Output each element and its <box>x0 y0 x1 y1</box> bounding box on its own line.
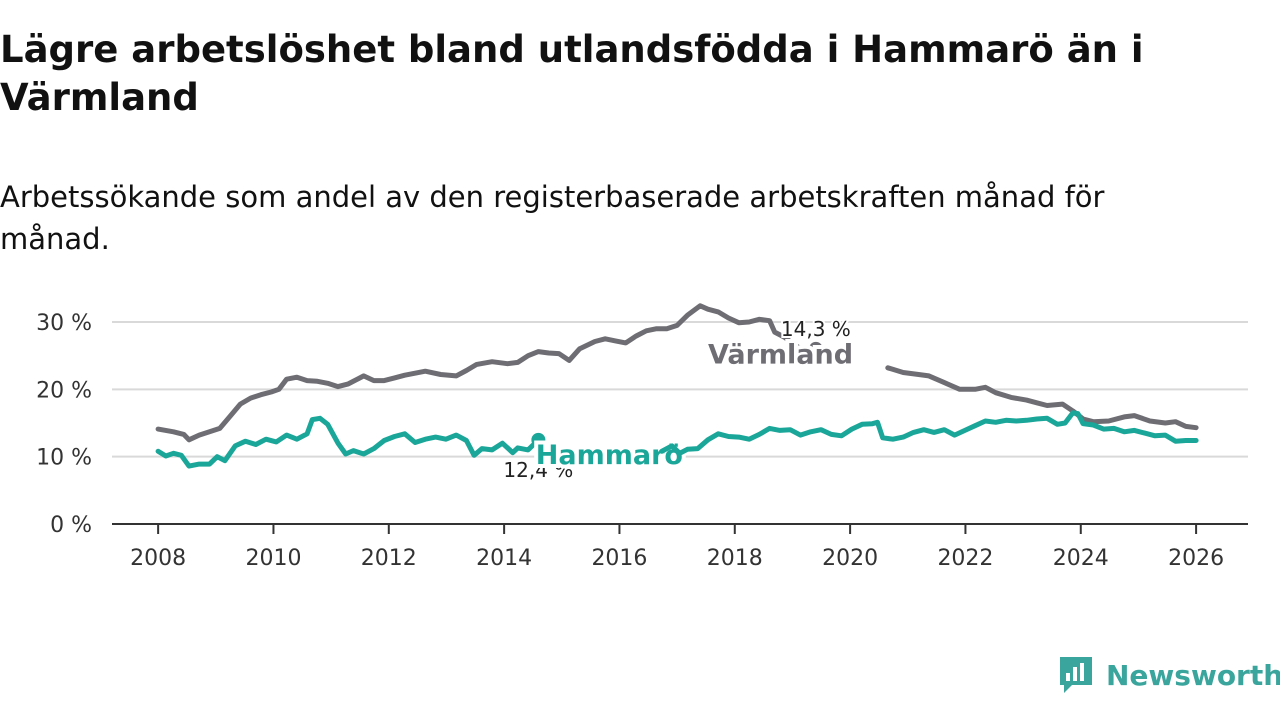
brand-logo: Newsworthy <box>1058 654 1280 696</box>
series-name-label: Hammarö <box>536 440 683 471</box>
end-point-marker <box>808 341 823 356</box>
end-point-marker <box>531 432 546 447</box>
x-tick-label: 2022 <box>937 546 993 571</box>
line-chart: 0 % 10 % 20 % 30 % 2008 2010 2012 2014 2016 2018 2… <box>36 303 1248 571</box>
series-line-vrmland-1 <box>885 365 1199 431</box>
end-value-label: 14,3 % <box>781 317 851 341</box>
x-tick-label: 2018 <box>707 546 763 571</box>
newsworthy-logo-icon <box>1060 657 1092 693</box>
x-tick-label: 2008 <box>130 546 186 571</box>
x-tick-label: 2014 <box>476 546 532 571</box>
x-tick-label: 2024 <box>1053 546 1109 571</box>
series-line-hammar-3 <box>659 410 1199 456</box>
y-tick-label: 10 % <box>36 446 92 471</box>
x-tick-label: 2012 <box>361 546 417 571</box>
x-tick-label: 2016 <box>591 546 647 571</box>
end-value-label: 12,4 % <box>503 458 573 482</box>
brand-name: Newsworthy <box>1106 658 1280 692</box>
x-tick-label: 2010 <box>245 546 301 571</box>
y-tick-label: 0 % <box>50 513 92 538</box>
x-tick-label: 2026 <box>1168 546 1224 571</box>
y-tick-label: 30 % <box>36 311 92 336</box>
series-name-label: Värmland <box>708 340 853 371</box>
chart-title: Lägre arbetslöshet bland utlandsfödda i … <box>0 28 1144 119</box>
x-tick-label: 2020 <box>822 546 878 571</box>
series-line-hammar-2 <box>155 415 541 469</box>
y-tick-label: 20 % <box>36 378 92 403</box>
series-line-vrmland-0 <box>155 303 819 443</box>
chart-subtitle: Arbetssökande som andel av den registerb… <box>0 180 1105 256</box>
